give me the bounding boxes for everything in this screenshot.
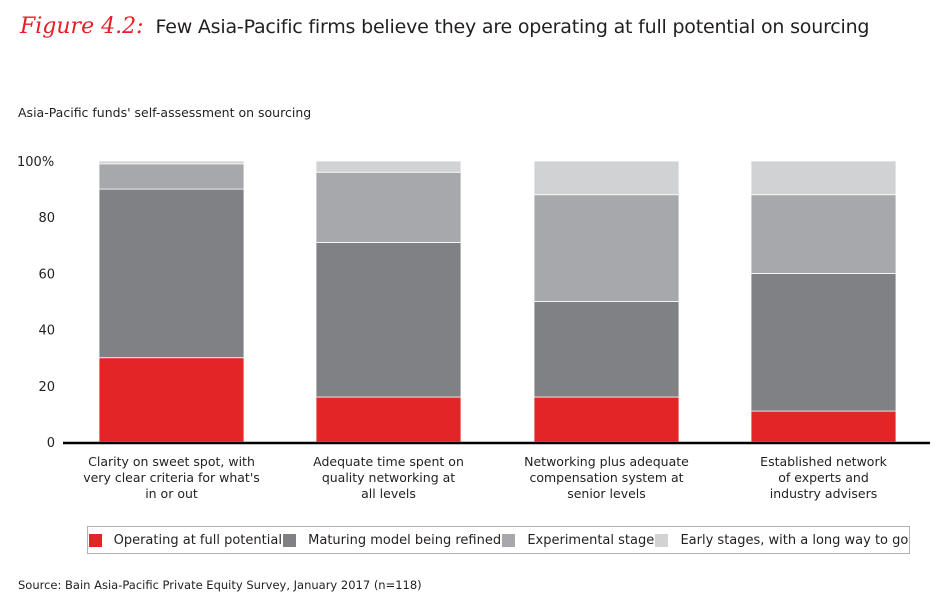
x-category-label: Adequate time spent on (313, 454, 464, 469)
bar-segment-operating-at-full-potential (533, 396, 680, 443)
chart-title: Figure 4.2: Few Asia-Pacific firms belie… (20, 14, 869, 39)
legend-label: Early stages, with a long way to go (680, 532, 909, 548)
x-category-label: in or out (145, 486, 198, 501)
x-category-label: all levels (361, 486, 416, 501)
stacked-bar-chart: 0 20 40 60 80 100% Clarity on sweet spot, with… (17, 155, 930, 501)
bar-segment-early-stages-with-a-long-way-to-go (315, 160, 462, 173)
chart-subtitle: Asia-Pacific funds' self-assessment on s… (18, 105, 312, 120)
x-category-label: senior levels (567, 486, 646, 501)
y-tick-label: 40 (38, 324, 55, 339)
legend-item: Early stages, with a long way to go (655, 533, 908, 548)
figure-title: Few Asia-Pacific firms believe they are … (155, 16, 870, 38)
bar-segment-operating-at-full-potential (750, 410, 897, 443)
bar-segment-experimental-stage (98, 163, 245, 190)
y-tick-label: 80 (38, 211, 55, 226)
legend-item: Operating at full potential (88, 532, 282, 548)
bar-segment-maturing-model-being-refined (98, 188, 245, 359)
y-tick-label: 100% (17, 155, 54, 170)
bar-segment-operating-at-full-potential (315, 396, 462, 443)
x-category-label: industry advisers (770, 486, 878, 501)
bar-segment-maturing-model-being-refined (533, 301, 680, 398)
x-category-label: compensation system at (529, 470, 683, 485)
legend-label: Operating at full potential (113, 532, 282, 548)
x-category-label: of experts and (778, 470, 869, 485)
x-category-label: very clear criteria for what's (83, 470, 260, 485)
bar-segment-experimental-stage (533, 194, 680, 302)
figure-label: Figure 4.2: (20, 14, 144, 39)
source-note: Source: Bain Asia-Pacific Private Equity… (18, 578, 422, 592)
bar-segment-experimental-stage (750, 194, 897, 274)
legend-label: Experimental stage (527, 532, 655, 548)
bar-segment-early-stages-with-a-long-way-to-go (533, 160, 680, 196)
x-category-label: Clarity on sweet spot, with (88, 454, 255, 469)
bar-segment-early-stages-with-a-long-way-to-go (98, 160, 245, 165)
bar-segment-maturing-model-being-refined (750, 272, 897, 412)
x-category-label: quality networking at (322, 470, 455, 485)
bar-segment-experimental-stage (315, 171, 462, 243)
bar-segment-maturing-model-being-refined (315, 242, 462, 398)
legend-swatch (88, 533, 102, 547)
bar-segment-operating-at-full-potential (98, 357, 245, 443)
legend-item: Experimental stage (502, 533, 654, 548)
legend-swatch (502, 533, 516, 547)
y-tick-label: 0 (47, 436, 55, 451)
legend-swatch (283, 533, 297, 547)
legend-swatch (655, 533, 669, 547)
x-category-label: Established network (760, 454, 887, 469)
bar-segment-early-stages-with-a-long-way-to-go (750, 160, 897, 196)
legend-label: Maturing model being refined (308, 532, 502, 548)
x-category-label: Networking plus adequate (524, 454, 689, 469)
y-tick-label: 60 (38, 267, 55, 282)
y-tick-label: 20 (38, 380, 55, 395)
legend: Operating at full potential Maturing mode… (87, 526, 910, 554)
legend-item: Maturing model being refined (283, 533, 501, 548)
